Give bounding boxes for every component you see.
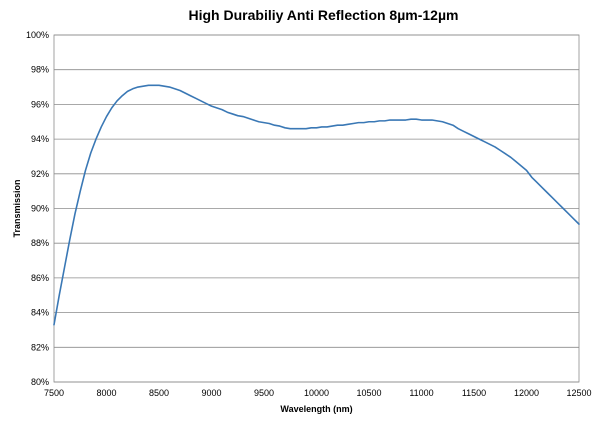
chart-title: High Durabiliy Anti Reflection 8µm-12µm — [189, 7, 459, 23]
y-axis-label: Transmission — [12, 179, 22, 237]
x-tick-label-2: 8500 — [149, 388, 169, 398]
x-axis-ticks: 7500 8000 8500 9000 9500 10000 10500 11000 11500… — [44, 388, 592, 398]
series-line-0 — [53, 84, 580, 326]
y-tick-label-2: 84% — [31, 308, 49, 318]
y-tick-label-5: 90% — [31, 204, 49, 214]
y-tick-label-8: 96% — [31, 99, 49, 109]
y-tick-label-10: 100% — [26, 30, 49, 40]
x-axis-label: Wavelength (nm) — [280, 404, 352, 414]
y-tick-label-9: 98% — [31, 65, 49, 75]
x-tick-label-7: 11000 — [409, 388, 433, 398]
x-tick-label-8: 11500 — [462, 388, 486, 398]
y-tick-label-1: 82% — [31, 342, 49, 352]
y-tick-label-0: 80% — [31, 377, 49, 387]
y-tick-label-6: 92% — [31, 169, 49, 179]
series-layer — [53, 84, 580, 326]
y-tick-label-3: 86% — [31, 273, 49, 283]
x-tick-label-4: 9500 — [254, 388, 274, 398]
y-tick-label-4: 88% — [31, 238, 49, 248]
x-tick-label-0: 7500 — [44, 388, 64, 398]
x-tick-label-5: 10000 — [304, 388, 329, 398]
y-tick-label-7: 94% — [31, 134, 49, 144]
x-tick-label-6: 10500 — [356, 388, 381, 398]
x-tick-label-9: 12000 — [514, 388, 539, 398]
plot-area-frame — [53, 34, 580, 383]
y-axis-ticks: 80% 82% 84% 86% 88% 90% 92% 94% 96% 98% 100% — [26, 30, 49, 387]
x-tick-label-1: 8000 — [96, 388, 116, 398]
x-tick-label-3: 9000 — [201, 388, 221, 398]
x-tick-label-10: 12500 — [566, 388, 591, 398]
